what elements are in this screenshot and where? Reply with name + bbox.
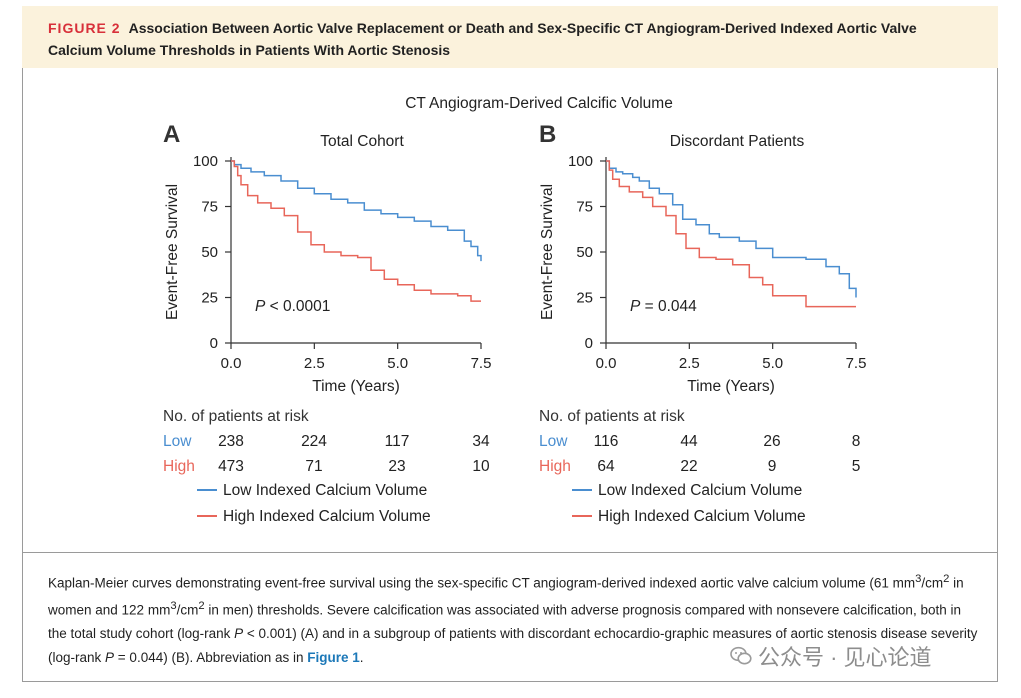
chart-area: CT Angiogram-Derived Calcific Volume A To…: [163, 95, 867, 525]
caption-p-symbol: P: [105, 649, 115, 665]
risk-count: 71: [305, 458, 322, 475]
caption-sup: 3: [915, 573, 922, 585]
caption-sup: 3: [170, 600, 177, 612]
p-symbol: P: [630, 298, 641, 315]
km-curve-high: [606, 160, 856, 308]
x-tick-label: 0.0: [596, 355, 617, 372]
watermark-text: 公众号 · 见心论道: [758, 645, 932, 670]
x-tick-label: 7.5: [471, 355, 492, 372]
km-curve-low: [231, 160, 482, 262]
risk-count: 26: [763, 433, 780, 450]
y-tick-label: 75: [576, 199, 593, 216]
legend-label-high: High Indexed Calcium Volume: [598, 508, 806, 525]
y-tick-label: 25: [201, 290, 218, 307]
legend-label-high: High Indexed Calcium Volume: [223, 508, 431, 525]
p-symbol: P: [255, 298, 266, 315]
legend-label-low: Low Indexed Calcium Volume: [598, 482, 802, 499]
risk-count: 8: [852, 433, 861, 450]
risk-count: 10: [472, 458, 490, 475]
legend-label-low: Low Indexed Calcium Volume: [223, 482, 427, 499]
y-tick-label: 50: [201, 244, 218, 261]
y-tick-label: 0: [210, 335, 218, 352]
risk-table-header: No. of patients at risk: [539, 408, 685, 425]
figure-label: FIGURE 2: [48, 20, 121, 36]
caption-text: < 0.001) (A) and in a subgroup of patien…: [48, 626, 978, 665]
risk-row-label-low: Low: [539, 433, 568, 450]
km-curve-low: [606, 160, 857, 298]
figure-title-text: Association Between Aortic Valve Replace…: [48, 20, 917, 58]
wechat-icon: [730, 646, 752, 665]
x-tick-label: 7.5: [846, 355, 867, 372]
y-tick-label: 25: [576, 290, 593, 307]
p-value: < 0.0001: [265, 298, 330, 315]
caption-sup: 2: [943, 573, 950, 585]
risk-count: 5: [852, 458, 861, 475]
risk-count: 64: [597, 458, 615, 475]
risk-row-label-high: High: [539, 458, 571, 475]
y-tick-label: 100: [568, 153, 593, 170]
y-tick-label: 100: [193, 153, 218, 170]
risk-row-label-high: High: [163, 458, 195, 475]
caption-text: in men) thresholds. Severe calcification…: [48, 602, 961, 642]
x-tick-label: 5.0: [387, 355, 408, 372]
risk-count: 34: [472, 433, 490, 450]
caption-text: = 0.044) (B). Abbreviation as in: [114, 649, 308, 665]
x-tick-label: 2.5: [304, 355, 325, 372]
y-tick-label: 75: [201, 199, 218, 216]
y-axis-label: Event-Free Survival: [539, 184, 556, 320]
risk-count: 9: [768, 458, 777, 475]
figure-title: FIGURE 2 Association Between Aortic Valve…: [48, 17, 972, 61]
risk-count: 44: [680, 433, 698, 450]
risk-row-label-low: Low: [163, 433, 192, 450]
risk-count: 224: [301, 433, 327, 450]
panel-title: Total Cohort: [320, 133, 404, 150]
p-value: = 0.044: [640, 298, 697, 315]
risk-count: 23: [388, 458, 405, 475]
watermark: 公众号 · 见心论道: [730, 640, 932, 672]
y-axis-label: Event-Free Survival: [164, 184, 181, 320]
risk-count: 473: [218, 458, 244, 475]
risk-count: 117: [385, 433, 410, 450]
caption-text: /cm: [921, 575, 944, 591]
panel-title: Discordant Patients: [670, 133, 805, 150]
caption-text: in women and 122 mm: [48, 575, 964, 618]
caption-sup: 2: [198, 600, 205, 612]
y-tick-label: 50: [576, 244, 593, 261]
risk-count: 22: [680, 458, 697, 475]
panel-letter: A: [163, 121, 180, 148]
caption-text: /cm: [176, 602, 199, 618]
figure-title-bar: FIGURE 2 Association Between Aortic Valve…: [22, 6, 998, 68]
p-value-annotation: P < 0.0001: [255, 298, 330, 315]
panel-letter: B: [539, 121, 556, 148]
caption-divider: [22, 552, 998, 553]
risk-count: 116: [594, 433, 619, 450]
caption-text: Kaplan-Meier curves demonstrating event-…: [48, 575, 916, 591]
chart-supertitle: CT Angiogram-Derived Calcific Volume: [405, 95, 673, 112]
figure-caption: Kaplan-Meier curves demonstrating event-…: [48, 568, 978, 669]
figure-1-link[interactable]: Figure 1: [307, 649, 360, 665]
risk-table-header: No. of patients at risk: [163, 408, 309, 425]
caption-text: .: [359, 649, 364, 665]
x-tick-label: 0.0: [221, 355, 242, 372]
risk-count: 238: [218, 433, 244, 450]
x-tick-label: 2.5: [679, 355, 700, 372]
x-tick-label: 5.0: [762, 355, 783, 372]
caption-p-symbol: P: [234, 626, 244, 641]
x-axis-label: Time (Years): [312, 378, 400, 395]
p-value-annotation: P = 0.044: [630, 298, 697, 315]
km-curve-high: [231, 160, 481, 302]
y-tick-label: 0: [585, 335, 593, 352]
x-axis-label: Time (Years): [687, 378, 775, 395]
